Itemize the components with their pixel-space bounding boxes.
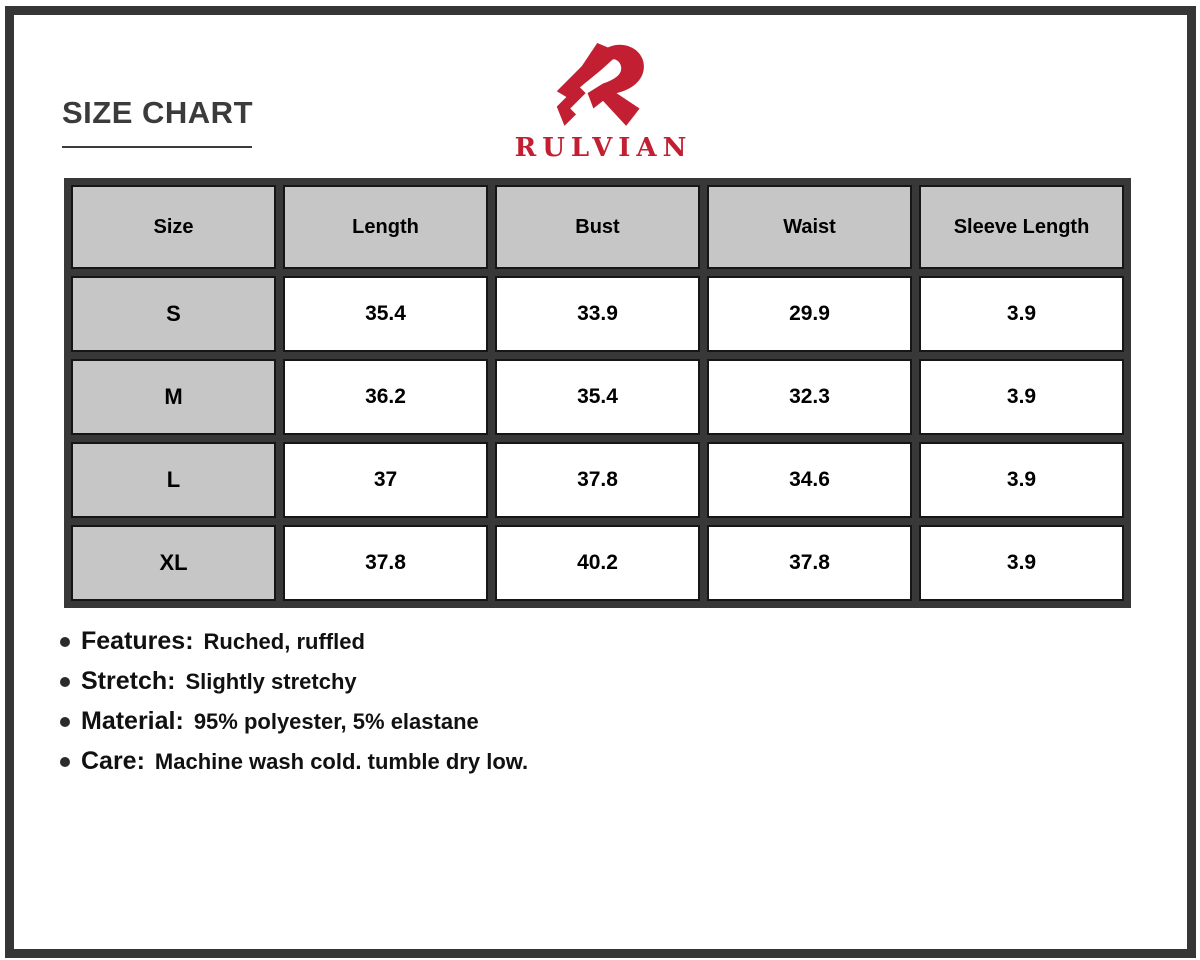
table-row: XL 37.8 40.2 37.8 3.9 (71, 525, 1124, 601)
table-header-waist: Waist (707, 185, 912, 269)
detail-value: Slightly stretchy (185, 669, 357, 694)
list-item: Care: Machine wash cold. tumble dry low. (60, 747, 528, 776)
value-cell: 37 (283, 442, 488, 518)
value-cell: 40.2 (495, 525, 700, 601)
list-item: Material: 95% polyester, 5% elastane (60, 707, 528, 736)
value-cell: 36.2 (283, 359, 488, 435)
value-cell: 3.9 (919, 359, 1124, 435)
detail-value: Ruched, ruffled (203, 629, 365, 654)
size-cell: XL (71, 525, 276, 601)
page-frame: SIZE CHART RULVIAN Size Length Bust Wais… (5, 6, 1196, 958)
value-cell: 34.6 (707, 442, 912, 518)
value-cell: 37.8 (707, 525, 912, 601)
size-cell: M (71, 359, 276, 435)
table-header-length: Length (283, 185, 488, 269)
value-cell: 33.9 (495, 276, 700, 352)
table-row: M 36.2 35.4 32.3 3.9 (71, 359, 1124, 435)
value-cell: 37.8 (495, 442, 700, 518)
title-underline (62, 146, 252, 148)
value-cell: 35.4 (495, 359, 700, 435)
detail-label: Material: (81, 707, 184, 735)
size-chart-table-wrap: Size Length Bust Waist Sleeve Length S 3… (64, 178, 1131, 608)
table-header-sleeve-length: Sleeve Length (919, 185, 1124, 269)
table-header-size: Size (71, 185, 276, 269)
details-list: Features: Ruched, ruffled Stretch: Sligh… (60, 627, 528, 787)
size-chart-table: Size Length Bust Waist Sleeve Length S 3… (64, 178, 1131, 608)
value-cell: 29.9 (707, 276, 912, 352)
value-cell: 32.3 (707, 359, 912, 435)
bullet-icon (60, 676, 70, 687)
bullet-icon (60, 636, 70, 647)
brand-logo: RULVIAN (509, 37, 693, 163)
detail-label: Features: (81, 627, 194, 655)
bullet-icon (60, 716, 70, 727)
list-item: Features: Ruched, ruffled (60, 627, 528, 656)
value-cell: 3.9 (919, 442, 1124, 518)
detail-label: Care: (81, 747, 145, 775)
value-cell: 3.9 (919, 276, 1124, 352)
title-block: SIZE CHART (62, 95, 253, 148)
value-cell: 35.4 (283, 276, 488, 352)
table-header-bust: Bust (495, 185, 700, 269)
value-cell: 37.8 (283, 525, 488, 601)
value-cell: 3.9 (919, 525, 1124, 601)
brand-wordmark: RULVIAN (514, 133, 693, 163)
detail-label: Stretch: (81, 667, 176, 695)
table-row: S 35.4 33.9 29.9 3.9 (71, 276, 1124, 352)
detail-value: 95% polyester, 5% elastane (193, 709, 479, 734)
size-cell: S (71, 276, 276, 352)
brand-logo-icon (557, 43, 645, 126)
size-cell: L (71, 442, 276, 518)
bullet-icon (60, 756, 70, 767)
page-title: SIZE CHART (62, 95, 253, 130)
detail-value: Machine wash cold. tumble dry low. (154, 749, 529, 774)
list-item: Stretch: Slightly stretchy (60, 667, 528, 696)
table-header-row: Size Length Bust Waist Sleeve Length (71, 185, 1124, 269)
table-row: L 37 37.8 34.6 3.9 (71, 442, 1124, 518)
